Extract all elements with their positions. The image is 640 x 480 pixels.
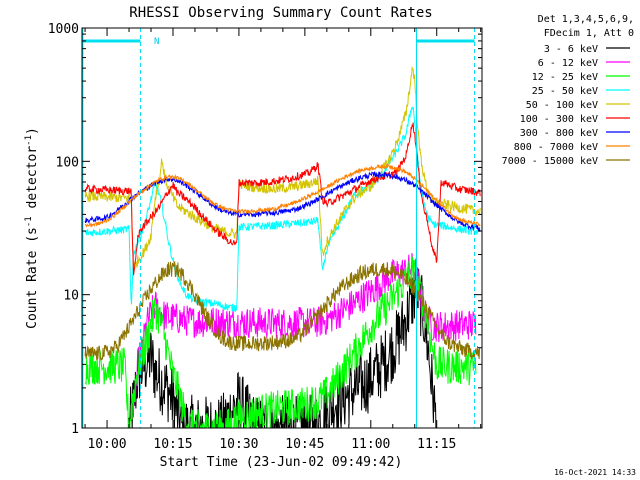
- y-tick-label-2: 10: [63, 289, 79, 304]
- legend-label-6: 100 - 300 keV: [520, 114, 598, 125]
- legend: Det 1,3,4,5,6,9, FDecim 1, Att 0 3 - 6 k…: [502, 14, 634, 167]
- series-line-9: [84, 261, 481, 361]
- y-tick-label-3: 100: [56, 155, 79, 170]
- legend-header-line-1: Det 1,3,4,5,6,9,: [538, 14, 634, 25]
- x-tick-label-1: 10:00: [87, 437, 126, 452]
- legend-label-1: 3 - 6 keV: [544, 44, 598, 55]
- series-line-6: [84, 122, 481, 276]
- legend-label-5: 50 - 100 keV: [526, 100, 598, 111]
- legend-label-3: 12 - 25 keV: [532, 72, 598, 83]
- axis-ticks: 10:00 10:15 10:30 10:45 11:00 11:15 1 10 100 1000: [48, 22, 482, 452]
- legend-label-2: 6 - 12 keV: [538, 58, 598, 69]
- x-axis-label: Start Time (23-Jun-02 09:49:42): [160, 455, 403, 470]
- x-tick-label-4: 10:45: [285, 437, 324, 452]
- series-layer: [84, 65, 481, 428]
- y-axis-label-main: Count Rate (s: [25, 227, 40, 329]
- series-line-4: [84, 106, 481, 313]
- y-axis-label: Count Rate (s-1 detector-1): [24, 127, 40, 329]
- x-tick-label-3: 10:30: [219, 437, 258, 452]
- render-timestamp: 16-Oct-2021 14:33: [554, 468, 636, 477]
- legend-label-7: 300 - 800 keV: [520, 128, 598, 139]
- plot-frame: [81, 27, 483, 429]
- series-line-8: [84, 162, 481, 228]
- x-tick-label-6: 11:15: [417, 437, 456, 452]
- y-axis-label-sup2: -1: [24, 135, 34, 146]
- series-line-5: [84, 65, 481, 271]
- x-tick-label-2: 10:15: [153, 437, 192, 452]
- marker-layer: [82, 28, 476, 428]
- night-marker: N: [154, 37, 159, 47]
- legend-label-8: 800 - 7000 keV: [514, 142, 598, 153]
- x-tick-label-5: 11:00: [351, 437, 390, 452]
- y-axis-label-mid: detector: [25, 146, 40, 217]
- y-tick-label-1: 1: [71, 422, 79, 437]
- legend-header-line-2: FDecim 1, Att 0: [544, 28, 634, 39]
- y-axis-label-sup1: -1: [24, 216, 34, 227]
- chart-title: RHESSI Observing Summary Count Rates: [129, 5, 432, 21]
- legend-label-4: 25 - 50 keV: [532, 86, 598, 97]
- y-tick-label-4: 1000: [48, 22, 79, 37]
- y-axis-label-end: ): [25, 127, 40, 135]
- legend-label-9: 7000 - 15000 keV: [502, 156, 598, 167]
